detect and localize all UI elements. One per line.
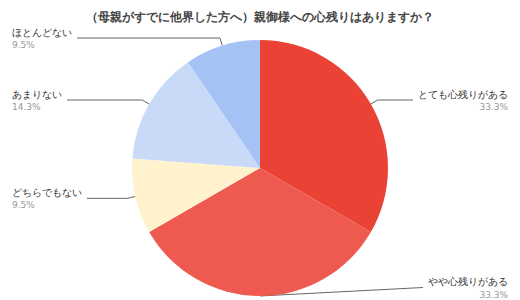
svg-text:ほとんどない: ほとんどない <box>12 27 72 38</box>
svg-text:（母親がすでに他界した方へ）親御様への心残りはありますか？: （母親がすでに他界した方へ）親御様への心残りはありますか？ <box>86 10 434 24</box>
svg-text:どちらでもない: どちらでもない <box>12 187 82 198</box>
svg-text:33.3%: 33.3% <box>479 290 508 300</box>
svg-text:やや心残りがある: やや心残りがある <box>428 276 508 287</box>
svg-text:とても心残りがある: とても心残りがある <box>418 89 508 100</box>
svg-text:33.3%: 33.3% <box>479 102 508 112</box>
svg-text:あまりない: あまりない <box>12 89 62 100</box>
svg-text:14.3%: 14.3% <box>12 102 41 112</box>
svg-text:9.5%: 9.5% <box>12 200 35 210</box>
svg-text:9.5%: 9.5% <box>12 40 35 50</box>
